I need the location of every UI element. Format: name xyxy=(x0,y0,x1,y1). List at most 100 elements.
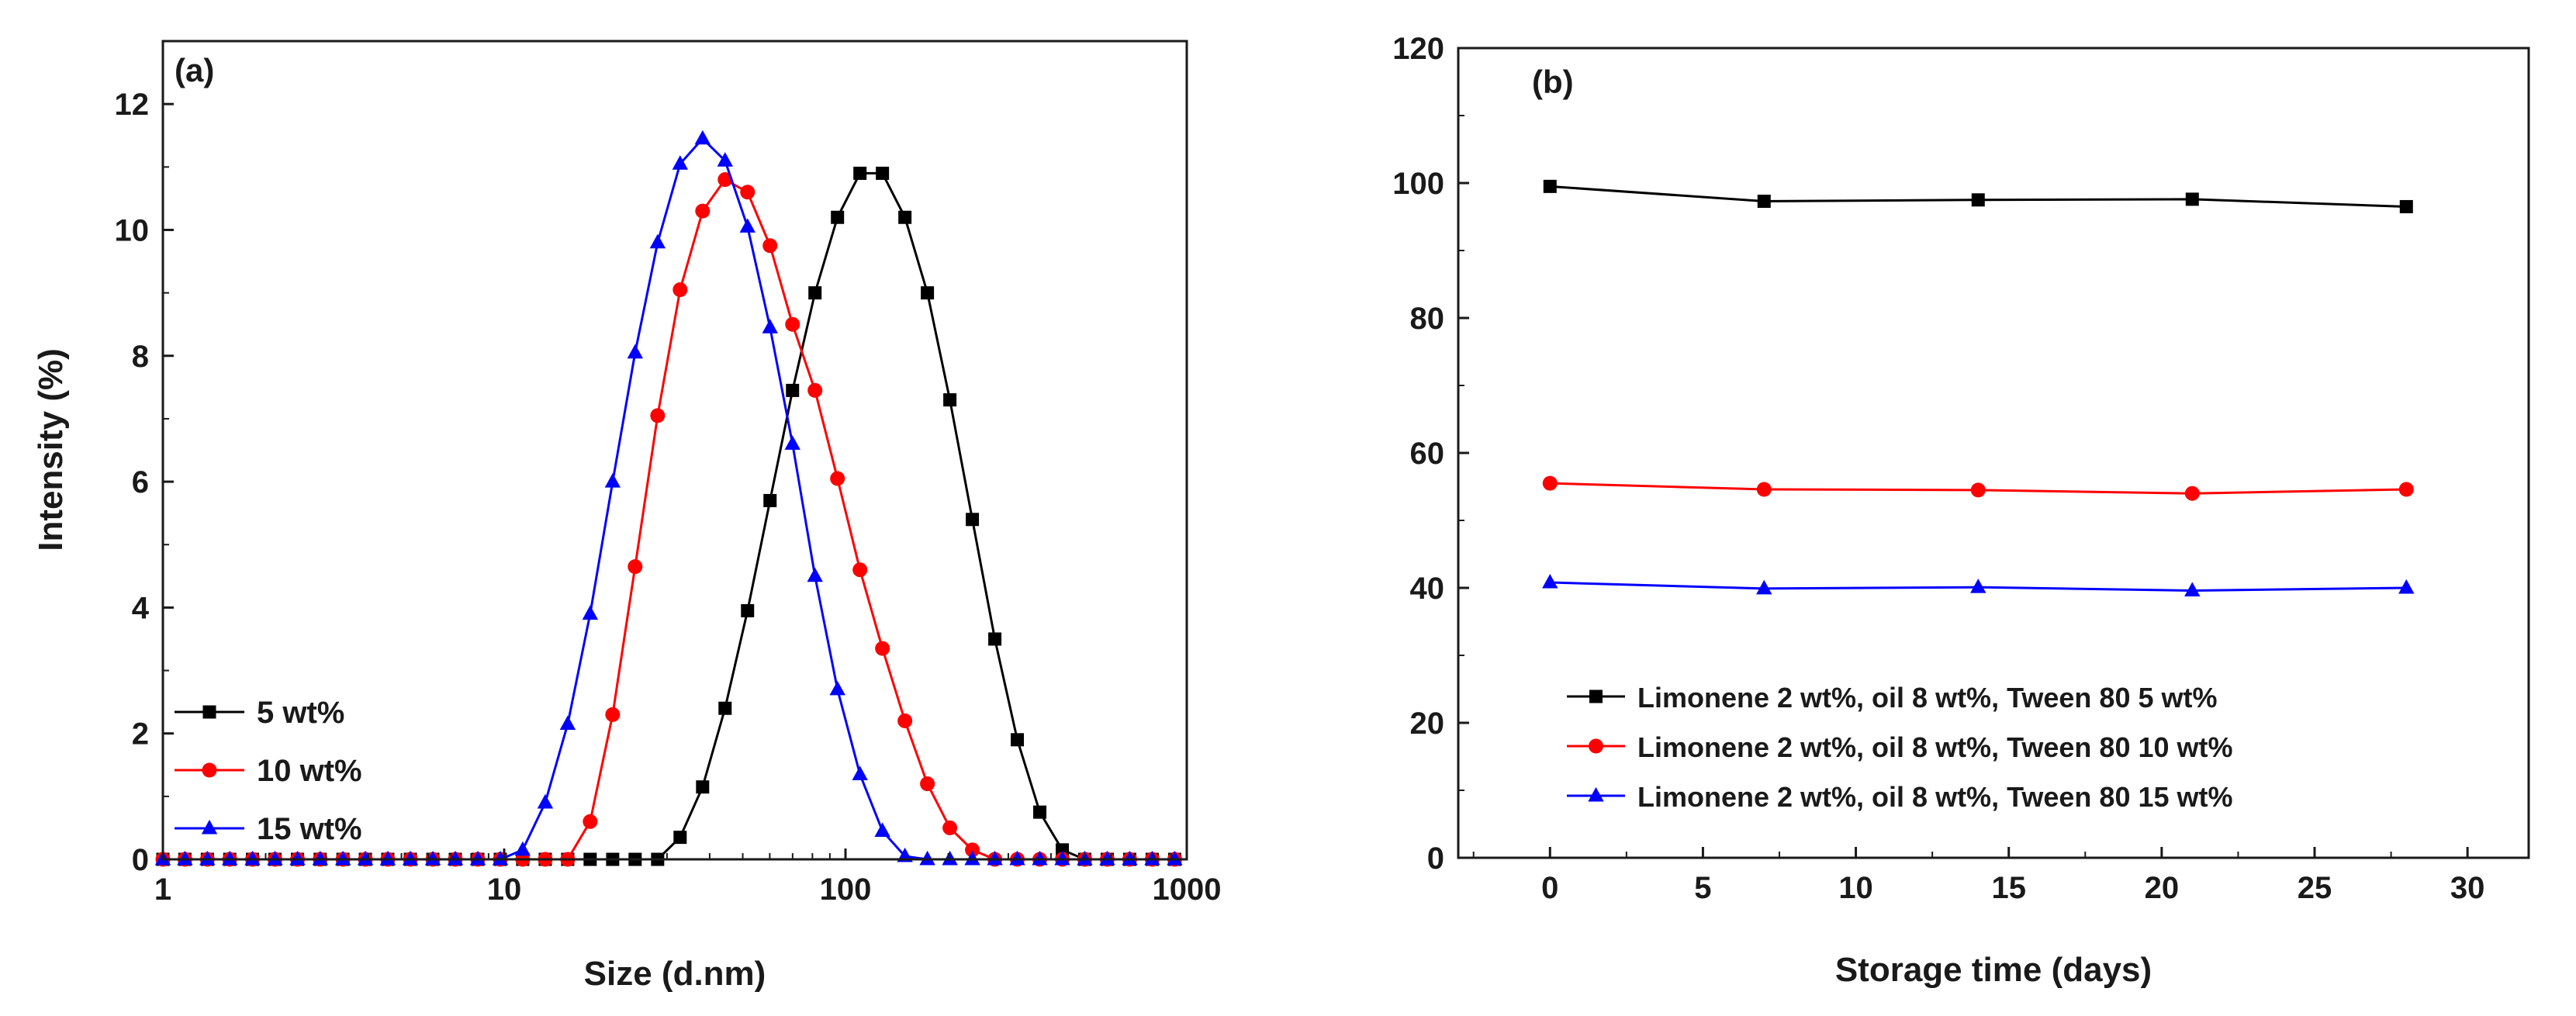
data-point xyxy=(965,842,980,858)
y-tick-label: 20 xyxy=(1410,707,1445,741)
data-point xyxy=(829,680,845,696)
data-point xyxy=(921,286,935,300)
data-point xyxy=(696,780,710,794)
y-tick-label: 80 xyxy=(1410,302,1445,336)
data-point xyxy=(808,286,822,300)
x-tick-label: 1000 xyxy=(1153,873,1222,907)
panel-b-chart: 0 5 10 15 20 25 30 0 20 40 60 80 100 120 (b) Storage … xyxy=(1392,32,2530,989)
data-point xyxy=(357,850,374,866)
data-point xyxy=(402,850,419,866)
data-point xyxy=(492,850,509,866)
y-tick-label: 120 xyxy=(1392,32,1444,66)
panel-a-chart: 1 10 100 1000 0 2 4 6 8 10 12 (a) Size (d.nm) Inte… xyxy=(32,40,1222,993)
legend-marker xyxy=(1589,738,1603,754)
x-tick-label: 1 xyxy=(154,873,171,907)
data-point xyxy=(267,850,283,866)
panel-b-ticks: 0 5 10 15 20 25 30 0 20 40 60 80 100 120 xyxy=(1392,32,2484,905)
data-point xyxy=(424,850,441,866)
data-point xyxy=(831,210,845,224)
legend-label: Limonene 2 wt%, oil 8 wt%, Tween 80 5 wt… xyxy=(1637,682,2218,714)
data-point xyxy=(2184,486,2200,501)
data-point xyxy=(1542,475,1558,491)
data-point xyxy=(717,172,733,188)
data-point xyxy=(784,435,800,450)
data-point xyxy=(1011,733,1025,747)
x-tick-label: 20 xyxy=(2145,871,2180,905)
data-point xyxy=(807,382,823,398)
y-tick-label: 6 xyxy=(132,465,149,499)
data-point xyxy=(898,210,912,224)
data-point xyxy=(559,715,576,731)
legend-label: 10 wt% xyxy=(257,754,362,788)
y-tick-label: 2 xyxy=(132,717,149,752)
x-tick-label: 10 xyxy=(1838,871,1873,905)
data-point xyxy=(966,513,980,527)
panel-a-ticks: 1 10 100 1000 0 2 4 6 8 10 12 xyxy=(115,88,1222,907)
data-point xyxy=(537,793,554,809)
data-point xyxy=(2185,192,2199,206)
panel-b-x-axis-title: Storage time (days) xyxy=(1835,951,2152,989)
data-point xyxy=(853,166,867,180)
panel-a-legend: 5 wt% 10 wt% 15 wt% xyxy=(175,696,362,846)
x-tick-label: 15 xyxy=(1991,871,2026,905)
data-point xyxy=(1054,850,1070,866)
data-point xyxy=(852,765,868,780)
data-point xyxy=(312,850,328,866)
data-point xyxy=(785,316,800,332)
data-point xyxy=(673,282,688,298)
y-tick-label: 40 xyxy=(1410,572,1445,606)
data-point xyxy=(718,701,732,715)
data-point xyxy=(762,238,778,254)
x-tick-label: 25 xyxy=(2298,871,2332,905)
legend-label: 15 wt% xyxy=(257,812,362,846)
x-tick-label: 10 xyxy=(487,873,522,907)
data-point xyxy=(1756,482,1772,497)
legend-label: Limonene 2 wt%, oil 8 wt%, Tween 80 15 w… xyxy=(1637,781,2233,813)
data-point xyxy=(2398,482,2414,497)
data-point xyxy=(717,152,733,167)
data-point xyxy=(582,605,599,620)
data-point xyxy=(964,850,980,866)
data-point xyxy=(1122,850,1138,866)
data-point xyxy=(673,831,687,845)
data-point xyxy=(1757,194,1771,208)
data-point xyxy=(199,850,216,866)
data-point xyxy=(514,841,531,856)
panel-b-legend: Limonene 2 wt%, oil 8 wt%, Tween 80 5 wt… xyxy=(1567,682,2233,813)
data-point xyxy=(672,155,689,170)
y-tick-label: 100 xyxy=(1392,167,1444,201)
y-tick-label: 12 xyxy=(115,88,150,122)
data-point xyxy=(334,850,351,866)
data-point xyxy=(583,814,598,829)
y-tick-label: 0 xyxy=(132,843,149,877)
data-point xyxy=(1543,179,1557,193)
data-point xyxy=(379,850,396,866)
panel-a-y-axis-title: Intensity (%) xyxy=(32,348,70,551)
data-point xyxy=(627,344,643,359)
data-point xyxy=(1970,579,1986,593)
data-point xyxy=(177,850,193,866)
data-point xyxy=(2399,199,2413,213)
data-point xyxy=(447,850,464,866)
legend-marker xyxy=(202,762,217,778)
data-point xyxy=(605,707,621,722)
legend-marker xyxy=(201,819,218,835)
x-tick-label: 5 xyxy=(1694,871,1711,905)
data-point xyxy=(1756,579,1772,595)
data-point xyxy=(763,493,777,507)
data-point xyxy=(830,471,845,486)
data-point xyxy=(762,319,778,333)
data-point xyxy=(694,130,711,145)
data-point xyxy=(650,408,666,423)
data-point xyxy=(920,776,935,792)
data-point xyxy=(1970,482,1986,498)
data-point xyxy=(1144,850,1160,866)
data-point xyxy=(876,166,890,180)
data-point xyxy=(1099,850,1115,866)
data-point xyxy=(741,603,755,617)
panel-b-marks xyxy=(1542,179,2415,596)
x-tick-label: 0 xyxy=(1541,871,1558,905)
data-point xyxy=(221,850,238,866)
data-point xyxy=(1032,850,1048,866)
legend-marker xyxy=(202,705,216,719)
